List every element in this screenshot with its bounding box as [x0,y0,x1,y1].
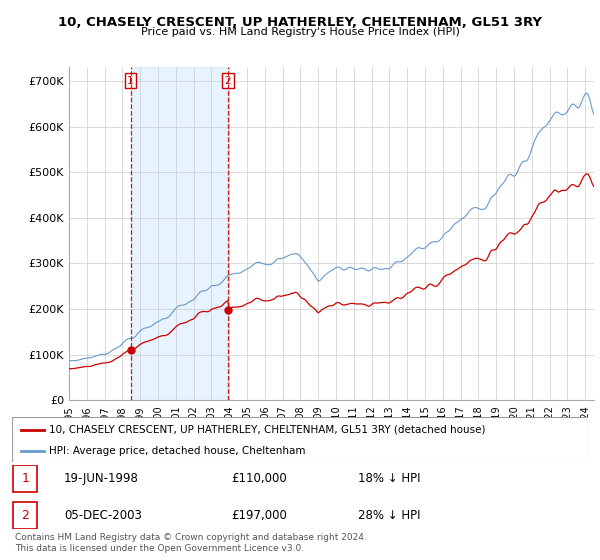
Text: 19-JUN-1998: 19-JUN-1998 [64,473,139,486]
Text: Contains HM Land Registry data © Crown copyright and database right 2024.
This d: Contains HM Land Registry data © Crown c… [15,533,367,553]
Text: 1: 1 [127,76,134,86]
Text: 2: 2 [224,76,231,86]
Text: HPI: Average price, detached house, Cheltenham: HPI: Average price, detached house, Chel… [49,446,306,456]
Text: 2: 2 [22,508,29,521]
Bar [131,67,228,400]
Text: 10, CHASELY CRESCENT, UP HATHERLEY, CHELTENHAM, GL51 3RY: 10, CHASELY CRESCENT, UP HATHERLEY, CHEL… [58,16,542,29]
Bar [13,502,37,529]
Bar [13,465,37,492]
Text: 18% ↓ HPI: 18% ↓ HPI [358,473,420,486]
Text: 05-DEC-2003: 05-DEC-2003 [64,508,142,521]
Text: £110,000: £110,000 [231,473,287,486]
Text: £197,000: £197,000 [231,508,287,521]
Text: Price paid vs. HM Land Registry's House Price Index (HPI): Price paid vs. HM Land Registry's House … [140,27,460,38]
Text: 10, CHASELY CRESCENT, UP HATHERLEY, CHELTENHAM, GL51 3RY (detached house): 10, CHASELY CRESCENT, UP HATHERLEY, CHEL… [49,424,486,435]
Text: 28% ↓ HPI: 28% ↓ HPI [358,508,420,521]
Text: 1: 1 [22,473,29,486]
